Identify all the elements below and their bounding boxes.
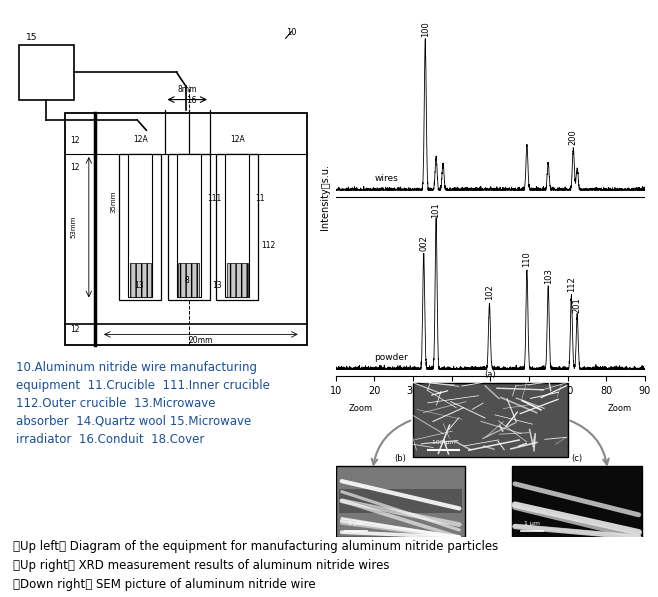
Text: 8mm: 8mm (178, 85, 197, 94)
Text: (b): (b) (395, 454, 407, 463)
Bar (339, 489, 463, 513)
Text: 201: 201 (572, 297, 582, 313)
Text: Zoom: Zoom (348, 404, 372, 413)
Bar (19, 45, 74, 100)
Text: (c): (c) (571, 454, 582, 463)
Text: 12: 12 (70, 136, 80, 145)
Text: 1 μm: 1 μm (524, 521, 540, 526)
Text: 100: 100 (420, 21, 430, 36)
Text: 12A: 12A (133, 135, 147, 144)
Text: 10.Aluminum nitride wire manufacturing
equipment  11.Crucible  111.Inner crucibl: 10.Aluminum nitride wire manufacturing e… (16, 361, 270, 446)
Text: (a): (a) (484, 370, 496, 379)
Text: 002: 002 (419, 235, 428, 251)
Text: 101: 101 (432, 202, 441, 219)
Text: 20mm: 20mm (189, 336, 213, 345)
Text: 35mm: 35mm (110, 190, 116, 213)
Text: 8: 8 (185, 276, 190, 285)
Text: 100 μm: 100 μm (432, 441, 456, 445)
Text: 12: 12 (70, 325, 80, 334)
Text: powder: powder (374, 353, 408, 362)
Text: 16: 16 (186, 96, 196, 105)
Bar (178, 263, 199, 297)
Text: 【Up right】 XRD measurement results of aluminum nitride wires: 【Up right】 XRD measurement results of al… (13, 559, 390, 573)
Text: Zoom: Zoom (608, 404, 632, 413)
Text: 112: 112 (261, 241, 276, 250)
Bar (226, 263, 247, 297)
Text: 111: 111 (207, 194, 221, 203)
Text: 110: 110 (522, 252, 532, 267)
Bar (216, 154, 259, 300)
Text: 【Down right】 SEM picture of aluminum nitride wire: 【Down right】 SEM picture of aluminum nit… (13, 578, 316, 592)
Text: 1 μm: 1 μm (347, 521, 364, 526)
Bar (130, 263, 151, 297)
Text: 112: 112 (567, 276, 576, 292)
Bar (225, 154, 249, 297)
Text: 13: 13 (134, 281, 143, 290)
Text: 12A: 12A (230, 135, 245, 144)
Text: 103: 103 (544, 268, 553, 284)
Bar (336, 466, 465, 537)
Text: 【Up left】 Diagram of the equipment for manufacturing aluminum nitride particles: 【Up left】 Diagram of the equipment for m… (13, 540, 498, 553)
Bar (512, 466, 642, 537)
Text: 200: 200 (569, 129, 578, 144)
X-axis label: 2θ/deg.: 2θ/deg. (469, 401, 511, 411)
Bar (64, 113, 307, 344)
Text: 10: 10 (286, 28, 297, 37)
Text: 15: 15 (26, 33, 37, 42)
Y-axis label: Intensity／s.u.: Intensity／s.u. (320, 164, 330, 230)
Text: 13: 13 (213, 281, 222, 290)
Bar (119, 154, 161, 300)
Text: 53mm: 53mm (70, 216, 77, 238)
Bar (168, 154, 210, 300)
Text: 11: 11 (255, 194, 265, 203)
Text: wires: wires (374, 174, 398, 183)
Bar (128, 154, 153, 297)
Text: 12: 12 (70, 163, 80, 172)
Text: 102: 102 (485, 284, 494, 300)
Bar (413, 383, 567, 457)
Bar (176, 154, 201, 297)
